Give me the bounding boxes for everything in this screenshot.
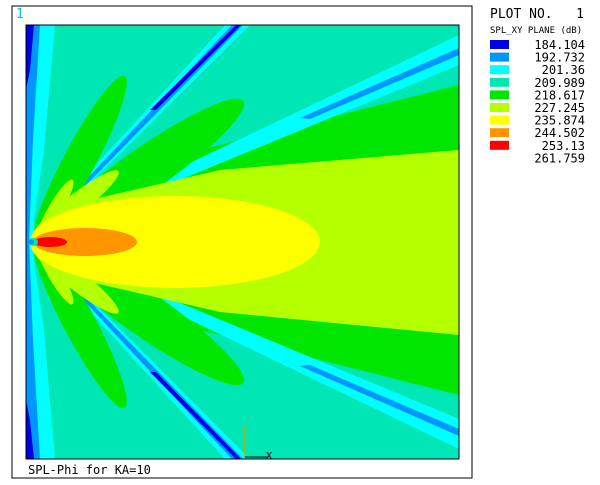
contour-band-184-null-lower-1 <box>150 372 241 459</box>
contour-band-184-left-bottom <box>26 400 34 459</box>
plot-number: PLOT NO. 1 <box>490 7 584 22</box>
coordinate-triad: Y X <box>242 425 272 462</box>
source-ring-192 <box>28 239 34 245</box>
plot-border <box>25 24 460 460</box>
legend-value-9: 261.759 <box>534 151 585 165</box>
contour-band-192-null-upper-2 <box>300 48 459 119</box>
contour-plot <box>26 25 459 459</box>
triad-x-label: X <box>266 451 272 462</box>
legend-swatch-2 <box>490 65 509 75</box>
window-number: 1 <box>16 7 24 22</box>
legend-swatch-5 <box>490 103 509 112</box>
legend-swatch-4 <box>490 90 509 100</box>
contour-band-192-null-upper-1 <box>32 25 243 238</box>
legend-value-4: 218.617 <box>534 88 585 102</box>
legend-swatch-7 <box>490 128 509 138</box>
contour-band-192-left <box>26 25 40 459</box>
legend-swatch-3 <box>490 77 509 87</box>
main-lobe-244 <box>33 228 137 256</box>
contour-band-192-null-lower-2 <box>300 365 459 436</box>
legend-value-3: 209.989 <box>534 76 585 90</box>
triad-y-label: Y <box>242 425 248 435</box>
legend-value-7: 244.502 <box>534 126 585 140</box>
legend-value-8: 253.13 <box>542 139 585 153</box>
legend-swatch-0 <box>490 40 509 49</box>
main-lobe-253 <box>33 237 67 247</box>
legend-title: SPL_XY PLANE (dB) <box>490 26 582 36</box>
legend-value-5: 227.245 <box>534 101 585 115</box>
legend-value-6: 235.874 <box>534 114 585 128</box>
legend-swatch-1 <box>490 52 509 62</box>
contour-band-184-left-top <box>26 25 34 90</box>
contour-band-184-null-upper-1 <box>150 25 241 110</box>
chart-caption: SPL-Phi for KA=10 <box>28 463 151 477</box>
legend-swatch-8 <box>490 140 509 150</box>
legend-swatch-6 <box>490 115 509 125</box>
legend-value-1: 192.732 <box>534 51 585 65</box>
legend-value-0: 184.104 <box>534 38 585 52</box>
main-lobe-235 <box>30 196 320 288</box>
legend-value-2: 201.36 <box>542 63 585 77</box>
legend: PLOT NO. 1 SPL_XY PLANE (dB) 184.104192.… <box>490 7 585 165</box>
